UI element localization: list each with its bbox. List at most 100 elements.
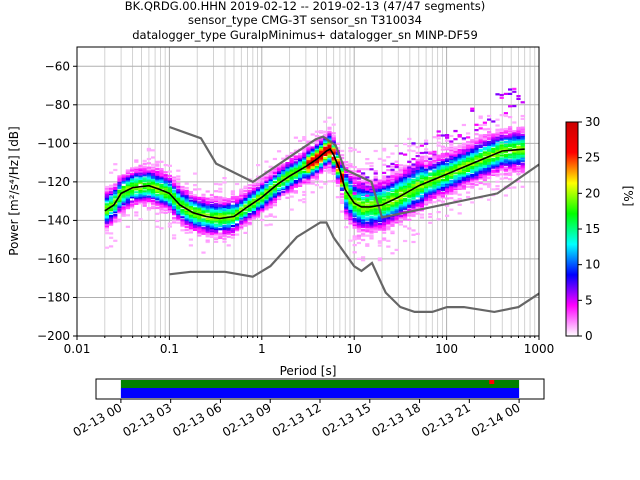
density-cell (487, 127, 492, 131)
density-cell (361, 223, 366, 226)
density-cell (398, 152, 403, 155)
density-cell (449, 163, 454, 166)
density-cell (113, 205, 118, 208)
density-cell (302, 137, 307, 140)
density-cell (151, 195, 156, 198)
density-cell (356, 197, 361, 200)
density-cell (226, 224, 231, 227)
density-cell (180, 219, 185, 222)
density-cell (453, 162, 458, 165)
density-cell (209, 209, 214, 212)
density-cell (151, 201, 156, 204)
density-cell (516, 180, 521, 183)
density-cell (356, 201, 361, 204)
density-cell (159, 183, 164, 187)
density-cell (445, 169, 450, 173)
chart-title-line-3: datalogger_type GuralpMinimus+ datalogge… (132, 28, 478, 42)
density-cell (306, 181, 311, 184)
density-cell (138, 182, 143, 185)
density-cell (218, 233, 223, 237)
density-cell (184, 215, 189, 218)
density-cell (495, 118, 500, 121)
density-cell (478, 168, 483, 172)
density-cell (411, 181, 416, 184)
density-cell (394, 173, 399, 176)
density-cell (419, 170, 424, 173)
density-cell (335, 180, 340, 183)
density-cell (386, 219, 391, 222)
density-cell (256, 190, 261, 193)
density-cell (113, 193, 118, 196)
density-cell (272, 191, 277, 194)
density-cell (218, 197, 223, 200)
density-cell (159, 178, 164, 181)
density-cell (369, 168, 374, 171)
density-cell (415, 232, 420, 235)
density-cell (247, 214, 252, 217)
density-cell (424, 190, 429, 193)
density-cell (134, 169, 139, 172)
density-cell (466, 169, 471, 172)
density-cell (340, 170, 345, 173)
density-cell (403, 176, 408, 179)
density-cell (201, 206, 206, 209)
density-cell (428, 221, 433, 224)
density-cell (407, 181, 412, 184)
density-cell (167, 203, 172, 206)
density-cell (243, 201, 248, 204)
density-cell (323, 159, 328, 162)
density-cell (256, 182, 261, 185)
density-cell (478, 145, 483, 148)
density-cell (159, 181, 164, 184)
density-cell (348, 147, 353, 150)
density-cell (340, 196, 345, 199)
density-cell (327, 142, 332, 145)
density-cell (193, 225, 198, 229)
density-cell (457, 176, 462, 179)
density-cell (445, 136, 450, 139)
density-cell (487, 148, 492, 151)
density-cell (193, 207, 198, 210)
density-cell (466, 152, 471, 155)
density-cell (503, 159, 508, 162)
density-cell (516, 135, 521, 138)
time-tick-label: 02-13 18 (369, 400, 423, 439)
density-cell (113, 194, 118, 198)
density-cell (314, 147, 319, 151)
density-cell (369, 188, 374, 191)
density-cell (340, 154, 345, 157)
density-cell (272, 172, 277, 175)
density-cell (369, 225, 374, 228)
density-cell (520, 135, 525, 138)
density-cell (495, 170, 500, 173)
density-cell (390, 193, 395, 196)
density-cell (159, 176, 164, 179)
density-cell (104, 187, 109, 190)
density-cell (243, 185, 248, 188)
density-cell (491, 150, 496, 153)
density-cell (289, 195, 294, 198)
density-cell (457, 153, 462, 156)
density-cell (403, 213, 408, 217)
density-cell (356, 177, 361, 180)
density-cell (411, 180, 416, 183)
density-cell (449, 169, 454, 172)
density-cell (235, 229, 240, 232)
density-cell (499, 151, 504, 154)
density-cell (466, 145, 471, 148)
density-cell (470, 201, 475, 204)
density-cell (104, 224, 109, 228)
density-cell (172, 195, 177, 198)
density-cell (424, 168, 429, 171)
density-cell (151, 188, 156, 191)
density-cell (508, 147, 513, 150)
density-cell (117, 218, 122, 221)
density-cell (382, 175, 387, 178)
density-cell (365, 181, 370, 184)
density-cell (193, 223, 198, 226)
density-cell (415, 188, 420, 191)
density-cell (205, 197, 210, 200)
density-cell (356, 223, 361, 226)
density-cell (398, 164, 403, 167)
density-cell (239, 191, 244, 194)
